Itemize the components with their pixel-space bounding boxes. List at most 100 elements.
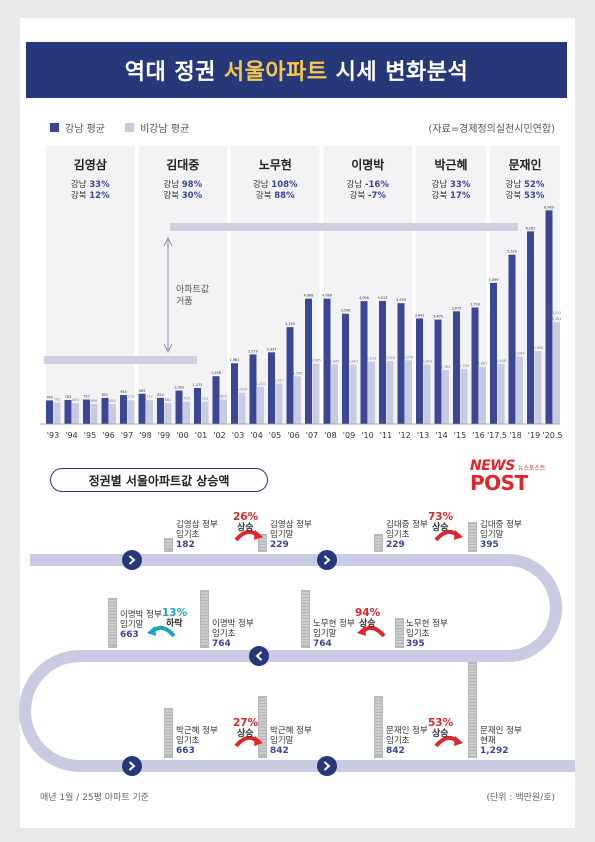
era-name-5: 문재인	[508, 157, 541, 172]
era-gangnam-1: 강남 98%	[163, 179, 202, 190]
bar-nongangnam-15	[331, 364, 338, 424]
bar-gangnam-16	[342, 313, 349, 424]
era-name-2: 노무현	[259, 157, 292, 172]
bar-gangnam-4	[120, 395, 127, 424]
logo-post: POST	[470, 471, 528, 495]
era-gangnam-2: 강남 108%	[253, 179, 298, 190]
era-name-4: 박근혜	[434, 157, 467, 172]
label-gangnam-23: 3,799	[470, 302, 480, 306]
x-tick-labels: '93 '94 '95 '96 '97 '98 '99 '00 '01 '02 '03 '04 '05 '…	[40, 423, 563, 440]
x-tick-20: '13	[417, 431, 429, 440]
flow-end-term-1: 임기말	[480, 530, 504, 540]
flow-pct-value-1: 73%	[428, 511, 454, 523]
bar-nongangnam-6	[164, 403, 172, 424]
label-nongangnam-7: 726	[183, 397, 189, 401]
title-part1: 역대 정권	[124, 60, 216, 85]
x-tick-19: '12	[398, 431, 410, 440]
x-tick-2: '95	[84, 431, 96, 440]
era-gangbuk-3: 강북 -7%	[350, 190, 387, 201]
building-end-2	[301, 590, 310, 648]
x-tick-14: '07	[306, 431, 318, 440]
bubble-arrow-down-icon	[163, 343, 173, 354]
x-tick-22: '15	[454, 431, 466, 440]
flow-node-3	[122, 756, 142, 776]
bar-group: 7697027836837976568526509447759857778546…	[46, 205, 561, 424]
bar-gangnam-21	[434, 319, 442, 424]
bar-nongangnam-18	[386, 361, 394, 424]
flow-start-name-5: 문재인 정부	[386, 726, 428, 736]
x-tick-23: '16	[472, 431, 484, 440]
flow-pct-dir-0: 상승	[237, 523, 254, 533]
era-panel-1	[138, 146, 227, 424]
label-gangnam-7: 1,089	[174, 386, 184, 390]
flow-end-name-0: 김영삼 정부	[270, 520, 312, 530]
era-gangbuk-1: 강북 30%	[163, 190, 202, 201]
source-note: (자료=경제정의실천시민연합)	[428, 124, 555, 135]
flow-start-term-1: 임기초	[386, 530, 410, 540]
flow-end-name-1: 김대중 정부	[480, 520, 522, 530]
flow-end-label-0: 김영삼 정부 임기말 229	[270, 520, 312, 550]
bar-gangnam-13	[286, 327, 294, 424]
building-start-3	[200, 590, 209, 648]
label-nongangnam-23: 1,867	[478, 362, 488, 366]
flow-end-term-3: 임기말	[120, 620, 144, 630]
era-panel-2	[231, 146, 320, 424]
flow-start-name-4: 박근혜 정부	[176, 726, 218, 736]
flow-start-name-1: 김대중 정부	[386, 520, 428, 530]
bar-nongangnam-21	[442, 369, 449, 424]
bar-gangnam-10	[231, 363, 238, 424]
label-gangnam-10: 1,981	[230, 358, 240, 362]
flow-start-value-3: 764	[212, 639, 231, 649]
flow-start-term-0: 임기초	[176, 530, 200, 540]
bar-gangnam-23	[471, 307, 479, 424]
flow-end-name-5: 문재인 정부	[480, 726, 522, 736]
label-gangnam-13: 3,159	[285, 322, 295, 326]
section-title: 정권별 서울아파트값 상승액	[50, 468, 268, 492]
x-tick-8: '01	[195, 431, 207, 440]
bar-nongangnam-2	[90, 403, 98, 424]
label-nongangnam-19: 2,075	[404, 355, 414, 359]
label-gangnam-4: 944	[120, 390, 126, 394]
footer-note: 매년 1월 / 25평 아파트 기준	[40, 793, 150, 803]
annotation-line2: 거품	[176, 296, 193, 307]
logo-small: 뉴스포스트	[517, 465, 546, 472]
flow-end-label-5: 문재인 정부 현재 1,292	[480, 726, 522, 756]
label-nongangnam-11: 1,210	[256, 382, 266, 386]
era-gangnam-0: 강남 33%	[71, 179, 110, 190]
label-gangnam-8: 1,175	[193, 383, 203, 387]
bar-gangnam-1	[64, 399, 72, 424]
bar-gangnam-0	[46, 400, 53, 424]
label-nongangnam-13: 1,555	[293, 371, 303, 375]
bar-gangnam-6	[157, 397, 164, 424]
bar-nongangnam-13	[294, 376, 301, 424]
bar-gangnam-7	[175, 390, 183, 424]
footer-unit: (단위 : 백만원/호)	[486, 793, 556, 803]
bar-nongangnam-3	[109, 404, 116, 424]
arrow-up-icon	[454, 530, 463, 540]
era-gangnam-5: 강남 52%	[506, 179, 545, 190]
flow-start-label-2: 노무현 정부 임기초 395	[406, 619, 448, 649]
title-part2: 시세 변화분석	[335, 60, 469, 85]
x-tick-12: '05	[269, 431, 281, 440]
flow-start-name-0: 김영삼 정부	[176, 520, 218, 530]
flow-pct-value-0: 26%	[233, 511, 259, 523]
bar-gangnam-15	[323, 298, 331, 424]
flow-pct-value-5: 53%	[428, 717, 454, 729]
label-nongangnam-3: 650	[109, 399, 115, 403]
flow-node-2	[249, 646, 269, 666]
label-nongangnam-10: 1,020	[237, 388, 247, 392]
label-gangnam-14: 4,088	[304, 294, 314, 298]
label-nongangnam-22: 1,794	[459, 364, 469, 368]
label-gangnam-27: 6,969	[544, 205, 554, 209]
bar-gangnam-3	[101, 397, 109, 424]
bar-nongangnam-17	[368, 361, 375, 424]
baseline-level-band	[44, 356, 197, 364]
flow-node-0	[122, 550, 142, 570]
flow-end-term-5: 현재	[480, 736, 496, 746]
flow-end-value-1: 395	[480, 540, 499, 550]
title-banner: 역대 정권 서울아파트 시세 변화분석	[26, 42, 567, 98]
bar-gangnam-18	[379, 300, 386, 424]
building-end-3	[108, 598, 117, 648]
flow-start-name-3: 이명박 정부	[212, 619, 254, 629]
